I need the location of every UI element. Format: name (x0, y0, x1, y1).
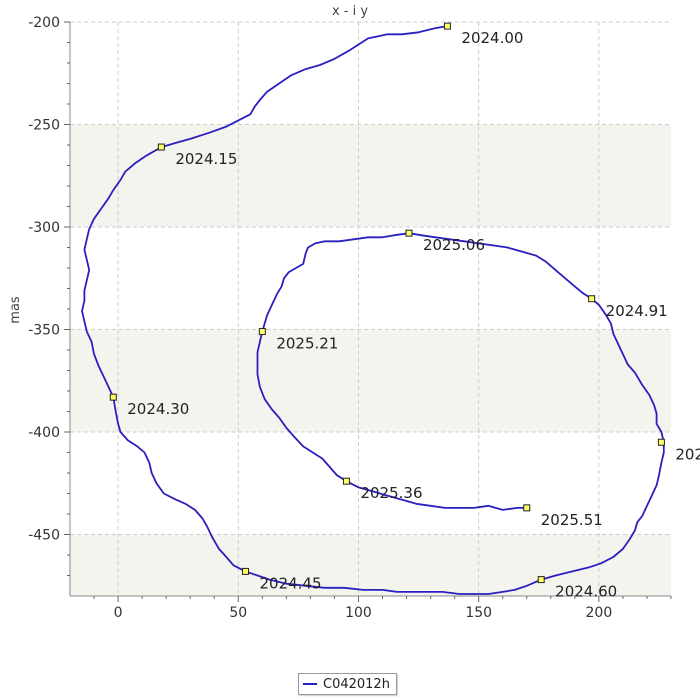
date-label-1: 2024.15 (175, 150, 237, 168)
date-label-4: 2024.60 (555, 583, 617, 601)
legend-series-name: C042012h (323, 676, 390, 692)
tick-marks (64, 21, 672, 602)
date-marker-5 (657, 438, 665, 446)
x-tick-labels: 0 50 100 150 200 (114, 605, 613, 621)
y-tick-label--200: -200 (28, 15, 60, 31)
band-5 (70, 534, 671, 596)
date-label-5: 2024.75 (675, 445, 700, 463)
date-marker-2 (109, 393, 117, 401)
y-tick-label--300: -300 (28, 220, 60, 236)
y-tick-labels: -450 -400 -350 -300 -250 -200 (28, 15, 60, 544)
x-tick-label-0: 0 (114, 605, 123, 621)
series-line-0 (81, 25, 665, 595)
y-axis-label: mas (8, 296, 23, 324)
date-marker-7 (405, 229, 413, 237)
date-marker-4 (537, 576, 545, 584)
date-label-10: 2025.51 (541, 511, 603, 529)
y-tick-label--250: -250 (28, 118, 60, 134)
series-lines (81, 25, 665, 595)
date-label-7: 2025.06 (423, 236, 485, 254)
date-label-3: 2024.45 (259, 574, 321, 592)
grid-lines (70, 21, 671, 596)
date-label-2: 2024.30 (127, 400, 189, 418)
y-tick-label--400: -400 (28, 425, 60, 441)
date-marker-8 (258, 328, 266, 336)
x-tick-label-200: 200 (586, 605, 613, 621)
legend: C042012h (298, 673, 397, 695)
date-label-6: 2024.91 (606, 302, 668, 320)
date-marker-10 (523, 504, 531, 512)
date-marker-9 (342, 477, 350, 485)
y-tick-label--350: -350 (28, 323, 60, 339)
legend-swatch (303, 683, 317, 685)
date-label-8: 2025.21 (276, 335, 338, 353)
chart-title: x - i y (332, 4, 368, 19)
date-marker-1 (157, 143, 165, 151)
date-marker-3 (241, 567, 249, 575)
date-marker-0 (443, 22, 451, 30)
x-tick-label-150: 150 (465, 605, 492, 621)
date-marker-6 (588, 295, 596, 303)
y-tick-label--450: -450 (28, 528, 60, 544)
band-1 (70, 124, 671, 227)
date-markers (109, 22, 665, 584)
date-marker-labels: 2024.00 2024.15 2024.30 2024.45 2024.60 2024.… (127, 29, 700, 601)
x-tick-label-50: 50 (229, 605, 247, 621)
band-3 (70, 329, 671, 432)
date-label-9: 2025.36 (360, 484, 422, 502)
alternating-bands (70, 124, 671, 596)
date-label-0: 2024.00 (461, 29, 523, 47)
x-tick-label-100: 100 (345, 605, 372, 621)
